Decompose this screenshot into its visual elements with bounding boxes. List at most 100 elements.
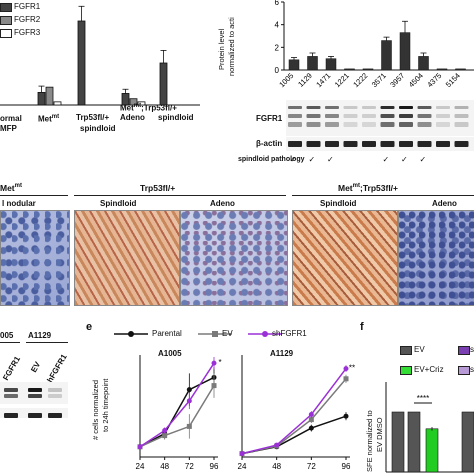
panel-f-chart: **** bbox=[385, 382, 474, 473]
e-xtick-label-1-3: 96 bbox=[342, 462, 351, 471]
e-legend-marker-ev bbox=[212, 331, 218, 337]
blot-fgfr1-band-9-2 bbox=[454, 122, 469, 127]
blot-fgfr1-band-2-2 bbox=[325, 122, 339, 127]
blot-actin-band-9 bbox=[454, 141, 469, 147]
blot-fgfr1-band-4-1 bbox=[362, 114, 376, 118]
blot-label-actin: β-actin bbox=[256, 139, 283, 148]
d-col-1005: 005 bbox=[0, 331, 14, 340]
panel-a-bar-fgfr3-1 bbox=[53, 101, 62, 106]
d-col-a1129: A1129 bbox=[28, 331, 52, 340]
blot-fgfr1-band-1-2 bbox=[306, 122, 321, 127]
blot-actin-band-7 bbox=[417, 141, 432, 147]
blot-fgfr1 bbox=[286, 100, 474, 136]
pathology-label: spindloid pathology bbox=[238, 156, 305, 163]
blot-fgfr1-band-2-0 bbox=[325, 106, 339, 109]
blot-actin-band-6 bbox=[399, 141, 413, 147]
d-blot-fgfr1-band-1 bbox=[28, 388, 42, 392]
blot-fgfr1-band-9-0 bbox=[454, 106, 469, 109]
panel-b-ytick-label-0: 6 bbox=[275, 0, 280, 7]
e-series-0-ev bbox=[139, 385, 215, 448]
panel-b-ytick-label-3: 0 bbox=[275, 66, 280, 75]
d-blot-fgfr1-band2-2 bbox=[48, 394, 62, 398]
blot-fgfr1-band-6-2 bbox=[399, 122, 413, 127]
group-label-metmt-trp53: Metmt;Trp53fl/+ bbox=[120, 103, 177, 113]
e-series-0-parental bbox=[139, 376, 215, 448]
blot-fgfr1-band-1-1 bbox=[306, 114, 321, 118]
panel-b-ylabel-2: normalized to acti bbox=[227, 17, 236, 76]
e-point-0-0-2 bbox=[186, 387, 192, 393]
histology-image-metmt-trp53-adeno bbox=[398, 210, 474, 306]
c-sub-adeno-1: Adeno bbox=[210, 199, 235, 208]
blot-fgfr1-band-7-1 bbox=[417, 114, 432, 118]
e-point-1-0-2 bbox=[308, 425, 314, 431]
histology-image-met-nodular bbox=[0, 210, 70, 306]
e-series-1-parental bbox=[241, 415, 347, 455]
e-legend-parental: Parental bbox=[152, 329, 182, 338]
d-lane-fgfr1: FGFR1 bbox=[1, 354, 23, 382]
blot-fgfr1-band-0-0 bbox=[288, 106, 302, 109]
met2-sup: mt bbox=[133, 103, 142, 109]
f-bar-1 bbox=[407, 411, 421, 473]
panel-a-bar-fgfr1-4 bbox=[159, 62, 168, 106]
panel-b-bar-1221 bbox=[344, 68, 355, 71]
blot-fgfr1-band-0-1 bbox=[288, 114, 302, 118]
panel-b-bar-4504 bbox=[418, 56, 429, 71]
blot-fgfr1-band-5-2 bbox=[380, 122, 395, 127]
panel-b-bar-3571 bbox=[381, 40, 392, 71]
blot-fgfr1-band-9-1 bbox=[454, 114, 469, 118]
blot-actin-band-2 bbox=[325, 141, 339, 147]
pathology-check-6: ✓ bbox=[401, 155, 408, 164]
panel-b-bar-1471 bbox=[325, 58, 337, 71]
e-point-1-2-2 bbox=[308, 412, 314, 417]
panel-e-chart: 24 48 72 96 * 24 48 72 96 ** bbox=[136, 355, 355, 471]
panel-b-xtick-label-3571: 3571 bbox=[370, 71, 388, 89]
histology-image-metmt-trp53-spindloid bbox=[292, 210, 398, 306]
blot-actin-band-4 bbox=[362, 141, 376, 147]
e-xtick-label-1-1: 48 bbox=[272, 462, 281, 471]
e-point-1-2-1 bbox=[274, 442, 280, 448]
c-sub-nodular: l nodular bbox=[2, 199, 36, 208]
met2-suffix: ;Trp53fl/+ bbox=[141, 103, 177, 113]
pathology-check-1: ✓ bbox=[308, 155, 316, 164]
blot-fgfr1-band-4-0 bbox=[362, 106, 376, 109]
panel-a-bar-fgfr1-2 bbox=[77, 20, 86, 106]
legend-label-fgfr3: FGFR3 bbox=[14, 28, 41, 37]
blot-fgfr1-band-7-0 bbox=[417, 106, 432, 109]
panel-b-bar-1005 bbox=[288, 59, 300, 71]
group-label-normal: ormal bbox=[0, 114, 22, 123]
group-label-trp53: Trp53fl/+ bbox=[76, 113, 110, 122]
group-label-spindloid-1: spindloid bbox=[80, 124, 116, 133]
e-series-1-shfgfr1 bbox=[241, 368, 347, 455]
panel-e-ylabel-1: # cells normalized bbox=[91, 379, 100, 440]
panel-b-bar-5154 bbox=[455, 68, 466, 71]
e-star-0: * bbox=[218, 358, 221, 367]
pathology-check-2: ✓ bbox=[327, 155, 334, 164]
f-bar-3 bbox=[461, 411, 474, 473]
panel-e-legend bbox=[114, 331, 282, 337]
c-sub-adeno-2: Adeno bbox=[432, 199, 457, 208]
panel-b-xtick-label-5154: 5154 bbox=[444, 71, 462, 89]
blot-fgfr1-band-6-0 bbox=[399, 106, 413, 109]
e-point-0-2-2 bbox=[186, 398, 192, 404]
panel-b-bar-3957 bbox=[399, 32, 411, 71]
blot-fgfr1-band-3-1 bbox=[343, 114, 358, 118]
panel-a-bar-fgfr2-1 bbox=[45, 86, 54, 106]
e-xtick-label-1-0: 24 bbox=[238, 462, 247, 471]
group-label-spindloid-2: spindloid bbox=[158, 113, 194, 122]
e-point-1-0-3 bbox=[343, 413, 349, 419]
panel-b-xtick-label-1129: 1129 bbox=[296, 71, 314, 89]
c-header-met: Metmt bbox=[0, 183, 22, 193]
blot-actin bbox=[286, 137, 474, 151]
d-blot-fgfr1-band-2 bbox=[48, 388, 62, 392]
d-rule-1 bbox=[0, 342, 20, 343]
e-title-a1129: A1129 bbox=[270, 349, 294, 358]
legend-swatch-fgfr3 bbox=[0, 29, 12, 38]
panel-b-ytick-label-1: 4 bbox=[275, 21, 280, 30]
blot-actin-band-0 bbox=[288, 141, 302, 147]
e-point-0-2-1 bbox=[162, 427, 168, 433]
c-header-met-text: Met bbox=[0, 183, 15, 193]
d-rule-2 bbox=[26, 342, 68, 343]
e-title-a1005: A1005 bbox=[158, 349, 182, 358]
e-point-0-2-3 bbox=[211, 360, 217, 366]
